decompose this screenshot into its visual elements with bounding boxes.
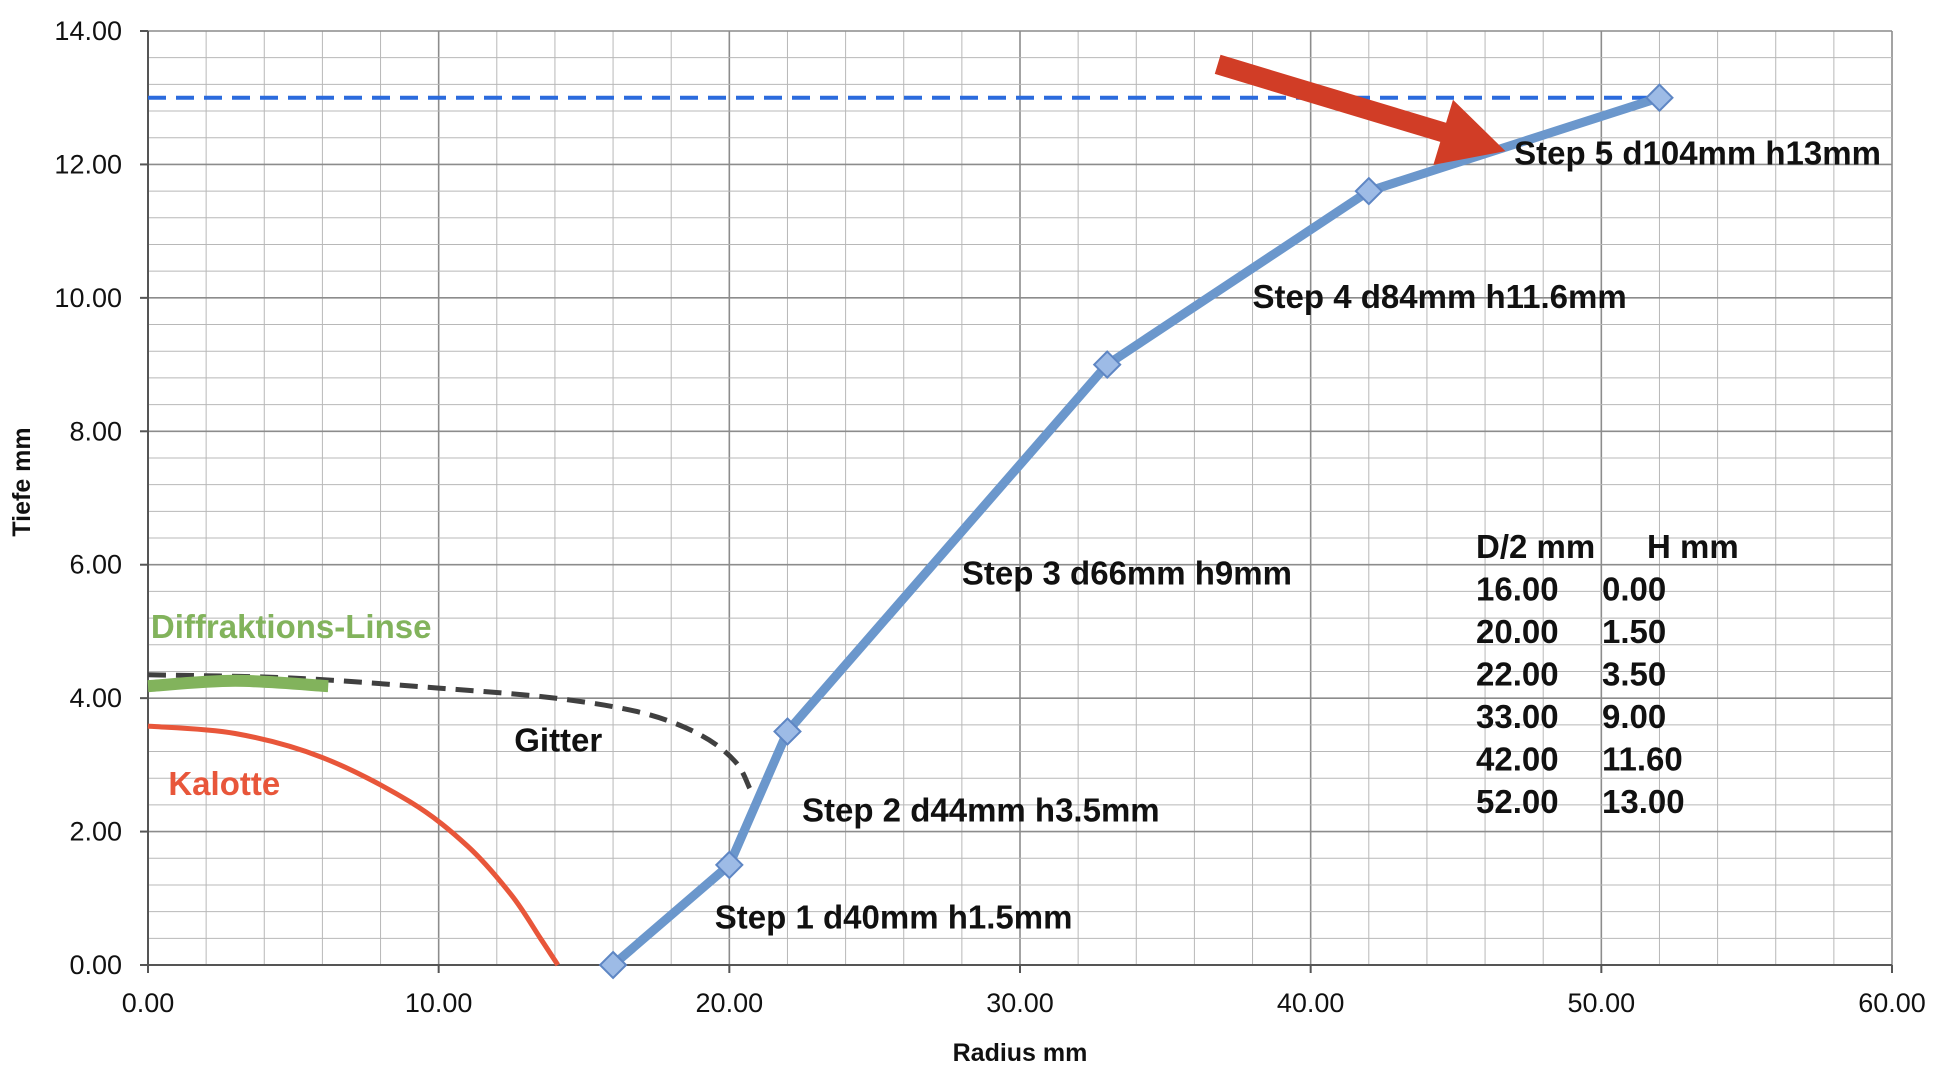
grid xyxy=(140,30,1893,973)
x-tick-label: 40.00 xyxy=(1277,988,1345,1018)
step-annotation: Step 2 d44mm h3.5mm xyxy=(802,792,1160,829)
table-cell: 0.00 xyxy=(1602,571,1666,608)
kalotte-label: Kalotte xyxy=(168,765,280,802)
reference-curves: Kalotte Gitter Diffraktions-Linse xyxy=(147,608,752,967)
step-annotation: Step 5 d104mm h13mm xyxy=(1514,134,1881,171)
x-axis-title: Radius mm xyxy=(953,1039,1088,1067)
x-tick-label: 50.00 xyxy=(1568,988,1636,1018)
tick-labels: 0.00 10.00 20.00 30.00 40.00 50.00 60.00 0.00 2.… xyxy=(54,16,1925,1018)
table-cell: 13.00 xyxy=(1602,783,1685,820)
y-tick-label: 6.00 xyxy=(69,550,122,580)
series-line xyxy=(608,93,1664,970)
y-axis-title: Tiefe mm xyxy=(8,427,36,536)
table-cell: 52.00 xyxy=(1476,783,1559,820)
data-point-marker xyxy=(1092,350,1122,379)
table-header: D/2 mm xyxy=(1476,528,1595,565)
gitter-label: Gitter xyxy=(514,722,602,759)
y-tick-label: 14.00 xyxy=(54,16,122,46)
x-tick-label: 0.00 xyxy=(122,988,175,1018)
annotations: Step 1 d40mm h1.5mm Step 2 d44mm h3.5mm St… xyxy=(715,134,1881,935)
y-tick-label: 8.00 xyxy=(69,416,122,446)
kalotte-curve xyxy=(147,723,560,967)
step-annotation: Step 1 d40mm h1.5mm xyxy=(715,898,1073,935)
table-cell: 16.00 xyxy=(1476,571,1559,608)
x-tick-label: 60.00 xyxy=(1858,988,1926,1018)
data-series xyxy=(598,83,1674,980)
data-table: D/2 mm H mm 16.00 0.00 20.00 1.50 22.00 3.50 33.… xyxy=(1476,528,1739,820)
table-header: H mm xyxy=(1647,528,1739,565)
highlight-arrow xyxy=(1214,54,1506,165)
table-cell: 33.00 xyxy=(1476,698,1559,735)
x-tick-label: 10.00 xyxy=(405,988,473,1018)
y-tick-label: 2.00 xyxy=(69,817,122,847)
x-tick-label: 20.00 xyxy=(696,988,764,1018)
x-tick-label: 30.00 xyxy=(986,988,1054,1018)
data-point-marker xyxy=(1354,176,1384,206)
data-point-marker xyxy=(773,717,802,746)
y-tick-label: 12.00 xyxy=(54,149,122,179)
table-cell: 3.50 xyxy=(1602,656,1666,693)
table-cell: 20.00 xyxy=(1476,613,1559,650)
y-tick-label: 0.00 xyxy=(69,950,122,980)
step-annotation: Step 4 d84mm h11.6mm xyxy=(1253,278,1627,315)
diffraktions-linse-curve xyxy=(147,674,329,693)
red-arrow-icon xyxy=(1214,54,1506,165)
data-point-marker xyxy=(1645,83,1674,113)
table-cell: 1.50 xyxy=(1602,613,1666,650)
table-cell: 11.60 xyxy=(1602,741,1683,778)
step-annotation: Step 3 d66mm h9mm xyxy=(962,555,1292,592)
diffraktions-linse-label: Diffraktions-Linse xyxy=(151,608,432,645)
y-tick-label: 10.00 xyxy=(54,283,122,313)
table-cell: 9.00 xyxy=(1602,698,1666,735)
y-tick-label: 4.00 xyxy=(69,683,122,713)
data-point-marker xyxy=(714,850,744,880)
data-point-marker xyxy=(598,950,628,980)
table-cell: 22.00 xyxy=(1476,656,1559,693)
table-cell: 42.00 xyxy=(1476,741,1559,778)
